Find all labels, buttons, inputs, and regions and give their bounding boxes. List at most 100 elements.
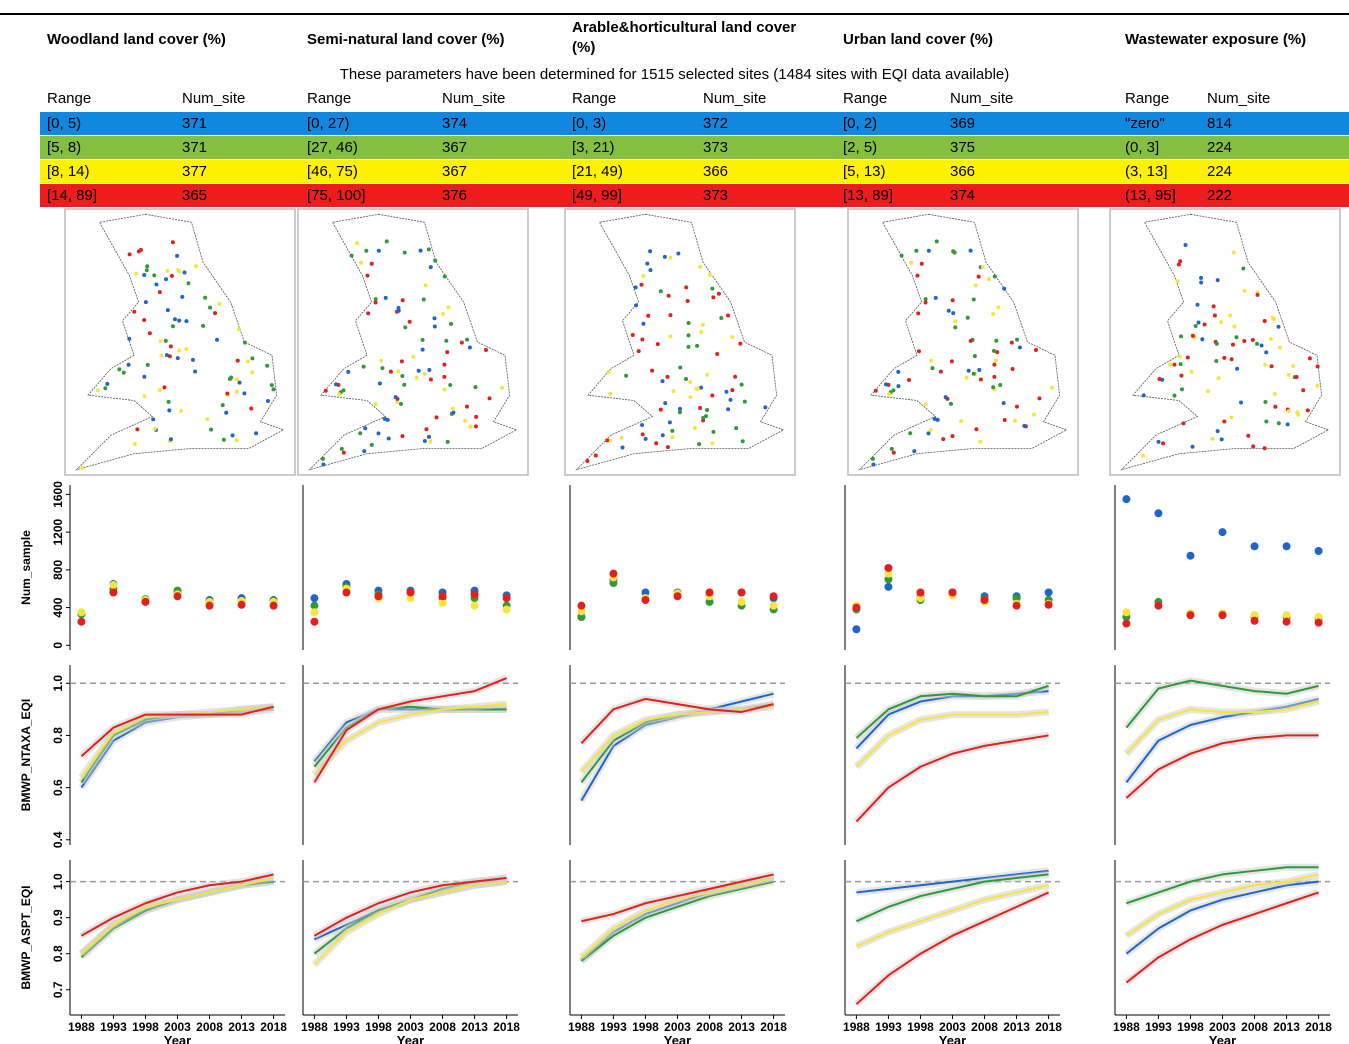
site-dot (225, 391, 230, 396)
site-dot (976, 274, 981, 279)
site-dot (688, 395, 693, 400)
site-dot (730, 335, 735, 340)
point (470, 601, 479, 610)
site-dot (142, 317, 147, 322)
site-dot (1229, 415, 1234, 420)
site-dot (1141, 393, 1146, 398)
site-dot (193, 264, 198, 269)
site-dot (186, 281, 191, 286)
row-band (40, 184, 1349, 207)
site-dot (383, 295, 388, 300)
site-dot (641, 273, 646, 278)
site-dot (978, 439, 983, 444)
site-dot (1315, 364, 1320, 369)
y-axis-label: Num_sample (19, 530, 33, 605)
point (1314, 547, 1323, 555)
site-dot (710, 393, 715, 398)
y-tick-label: 0.9 (51, 909, 65, 926)
site-dot (734, 426, 739, 431)
point (916, 588, 925, 597)
site-dot (426, 247, 431, 252)
site-dot (265, 363, 270, 368)
site-dot (1195, 302, 1200, 307)
line (1125, 873, 1319, 937)
site-dot (151, 417, 156, 422)
site-dot (891, 450, 896, 455)
site-dot (144, 268, 149, 273)
site-dot (1222, 419, 1227, 424)
x-tick-label: 1988 (1113, 1020, 1140, 1034)
site-dot (916, 311, 921, 316)
x-tick-label: 1998 (907, 1020, 934, 1034)
column-title: Urban land cover (%) (843, 31, 994, 48)
range-cell: [75, 100] (307, 187, 366, 204)
table-header: Range (843, 90, 888, 107)
site-dot (698, 264, 703, 269)
site-dot (908, 431, 913, 436)
line (855, 684, 1049, 739)
site-dot (980, 265, 985, 270)
x-tick-label: 1993 (1145, 1020, 1172, 1034)
site-dot (1228, 313, 1233, 318)
point (1122, 608, 1131, 617)
site-dot (1229, 357, 1234, 362)
map-outline (1120, 213, 1330, 471)
site-dot (448, 382, 453, 387)
y-tick-label: 1.0 (51, 675, 65, 692)
x-tick-label: 2018 (1035, 1020, 1062, 1034)
point (310, 594, 319, 603)
map (564, 208, 796, 476)
site-dot (1176, 262, 1181, 267)
site-dot (418, 248, 423, 253)
site-dot (157, 388, 162, 393)
point (141, 597, 150, 606)
column-title: Wastewater exposure (%) (1125, 31, 1307, 48)
site-dot (926, 248, 931, 253)
site-dot (428, 439, 433, 444)
site-dot (250, 356, 255, 361)
point (884, 569, 893, 578)
count-cell: 374 (950, 187, 976, 204)
site-dot (971, 297, 976, 302)
site-dot (1199, 280, 1204, 285)
x-tick-label: 2008 (429, 1020, 456, 1034)
site-dot (442, 374, 447, 379)
point (609, 569, 618, 578)
site-dot (1242, 338, 1247, 343)
site-dot (899, 253, 904, 258)
site-dot (205, 417, 210, 422)
row-band (40, 112, 1349, 135)
site-dot (1222, 355, 1227, 360)
site-dot (168, 344, 173, 349)
site-dot (269, 383, 274, 388)
site-dot (242, 340, 247, 345)
site-dot (634, 303, 639, 308)
site-dot (445, 439, 450, 444)
site-dot (177, 348, 182, 353)
site-dot (991, 311, 996, 316)
site-dot (1178, 259, 1183, 264)
point (109, 588, 118, 597)
site-dot (450, 406, 455, 411)
site-dot (1232, 324, 1237, 329)
site-dot (643, 436, 648, 441)
site-dot (163, 338, 168, 343)
site-dot (726, 407, 731, 412)
x-tick-label: 1993 (600, 1020, 627, 1034)
site-dot (1175, 279, 1180, 284)
map-frame (64, 208, 296, 476)
site-dot (648, 249, 653, 254)
site-dot (420, 337, 425, 342)
range-cell: [0, 2) (843, 115, 878, 132)
site-dot (1276, 324, 1281, 329)
site-dot (1241, 266, 1246, 271)
map-frame (1109, 208, 1341, 476)
site-dot (423, 283, 428, 288)
site-dot (923, 297, 928, 302)
site-dot (608, 391, 613, 396)
site-dot (1156, 439, 1161, 444)
x-tick-label: 2013 (461, 1020, 488, 1034)
site-dot (142, 394, 147, 399)
site-dot (1179, 334, 1184, 339)
